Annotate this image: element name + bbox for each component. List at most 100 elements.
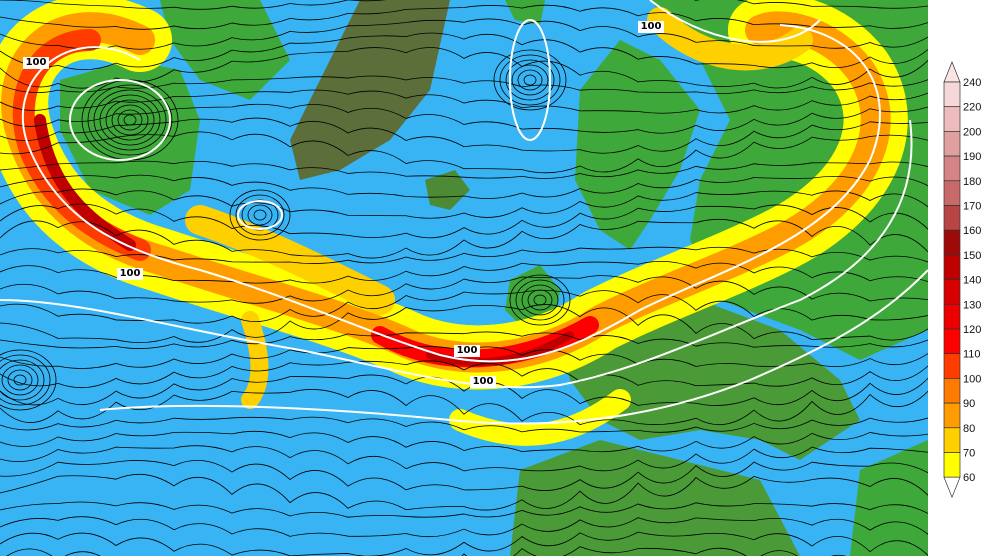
colorbar-box [943,303,961,330]
isotach-label: 100 [641,21,662,32]
streamline [0,18,928,50]
streamline [0,47,928,89]
colorbar-label: 130 [963,299,981,311]
isotach-label: 100 [120,268,141,279]
colorbar-box [943,328,961,355]
colorbar-label: 110 [963,349,981,361]
colorbar-label: 100 [963,373,981,385]
streamline [13,374,27,386]
svalbard-area [505,0,545,25]
streamline [0,389,928,426]
streamline [87,84,173,156]
streamline [499,54,561,106]
colorbar-label: 80 [963,423,975,435]
isotach-labels: 100 100 100 100 100 [23,21,664,388]
colorbar-box [943,353,961,379]
streamline [99,94,161,146]
streamline [0,75,928,94]
colorbar-label: 240 [963,77,981,89]
streamline [0,218,928,259]
streamline [515,279,565,321]
colorbar-label: 150 [963,250,981,262]
streamline [0,516,928,538]
streamline [521,284,559,316]
streamline [0,354,51,406]
streamline [0,89,928,114]
streamline [123,114,137,126]
streamline [105,99,155,141]
streamline [0,174,928,199]
streamline [247,204,273,226]
iberia-africa [510,440,800,556]
colorbar-box [943,378,961,404]
streamline [235,194,285,236]
streamline [0,275,928,304]
streamline [111,104,149,136]
colorbar: 240 220 200 190 180 170 160 150 140 130 120 110 100 9… [943,61,981,499]
colorbar-label: 220 [963,102,981,114]
colorbar-box [943,254,961,280]
streamline [117,109,143,131]
streamline [0,246,928,264]
middle-east [850,440,928,556]
streamline [1,364,39,396]
colorbar-box [943,402,961,429]
colorbar-bottom-arrow [943,476,961,499]
isotachs [0,0,928,425]
streamline [505,59,555,101]
streamline [0,260,928,284]
streamline [0,203,928,239]
isotach-label: 100 [457,345,478,356]
streamline [0,349,57,411]
streamline [229,189,291,241]
streamline [0,531,928,556]
streamline [0,473,928,511]
colorbar-label: 60 [963,472,975,484]
streamline [0,289,928,324]
colorbar-top-arrow [943,61,961,83]
colorbar-box [943,180,961,206]
colorbar-label: 120 [963,324,981,336]
streamline [0,188,928,219]
colorbar-label: 70 [963,448,975,460]
streamline [0,32,928,70]
streamline [511,64,549,96]
streamline [93,89,167,151]
streamline [0,0,928,10]
streamline [0,430,928,453]
colorbar-label: 140 [963,275,981,287]
colorbar-label: 190 [963,151,981,163]
colorbar-label: 200 [963,126,981,138]
greenland [290,0,450,180]
colorbar-label: 90 [963,398,975,410]
isotach-label: 100 [473,376,494,387]
streamline [493,49,567,111]
colorbar-label: 180 [963,176,981,188]
streamline [0,445,928,472]
streamline [0,117,928,154]
colorbar-label: 160 [963,225,981,237]
colorbar-box [943,279,961,305]
streamline [0,331,928,349]
streamline [0,346,928,369]
streamline [0,460,928,491]
streamline [0,501,928,518]
streamline [509,274,571,326]
streamline [0,416,928,433]
colorbar-box [943,229,961,256]
colorbar-box [943,205,961,231]
colorbar-box [943,81,961,108]
colorbar-box [943,155,961,182]
jet-stream-map: 100 100 100 100 100 [0,0,928,556]
streamline [517,69,543,91]
streamline [527,289,553,311]
streamline [0,304,928,343]
colorbar-box [943,106,961,132]
iceland [425,170,470,210]
colorbar-box [943,452,961,478]
isotach-label: 100 [26,57,47,68]
streamlines [0,0,928,556]
colorbar-box [943,131,961,157]
streamline [533,294,547,306]
streamline [253,209,267,221]
